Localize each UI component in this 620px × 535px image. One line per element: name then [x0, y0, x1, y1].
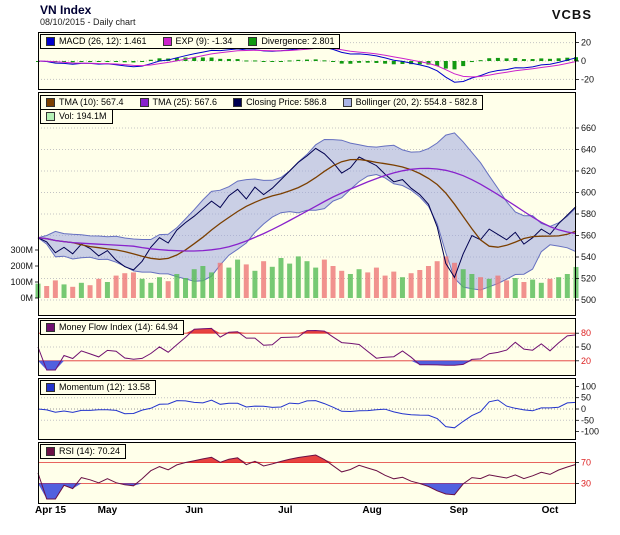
legend-label: Bollinger (20, 2): 554.8 - 582.8 — [355, 97, 478, 107]
vcbs-logo: VCBS — [551, 7, 592, 22]
legend-swatch — [46, 383, 55, 392]
legend-swatch — [248, 37, 258, 46]
legend-label: MACD (26, 12): 1.461 — [59, 36, 147, 46]
legend-item: Vol: 194.1M — [46, 111, 107, 122]
legend-item: Bollinger (20, 2): 554.8 - 582.8 — [342, 97, 478, 108]
y-tick-label: -20 — [581, 74, 594, 84]
rsi-legend: RSI (14): 70.24 — [40, 444, 127, 459]
legend-label: Momentum (12): 13.58 — [59, 382, 151, 392]
macd-legend: MACD (26, 12): 1.461 EXP (9): -1.34 Diverg… — [40, 34, 341, 49]
y-tick-label: 560 — [581, 231, 596, 241]
y-tick-label: 20 — [581, 38, 591, 48]
mfi-legend: Money Flow Index (14): 64.94 — [40, 320, 185, 335]
y-tick-label: 520 — [581, 274, 596, 284]
price-legend-row2: Vol: 194.1M — [40, 109, 113, 124]
legend-label: TMA (10): 567.4 — [59, 97, 124, 107]
legend-swatch — [46, 112, 55, 121]
price-legend-row1: TMA (10): 567.4 TMA (25): 567.6 Closing Pr… — [40, 95, 484, 110]
y-tick-label: 50 — [581, 342, 591, 352]
y-tick-label: 600 — [581, 188, 596, 198]
legend-item: Money Flow Index (14): 64.94 — [46, 322, 178, 333]
y-tick-label: 580 — [581, 209, 596, 219]
price-panel: 660 640 620 600 580 560 540 520 500 300M 200M 100M 0… — [0, 92, 620, 316]
legend-swatch — [233, 98, 243, 107]
y-tick-label: 20 — [581, 356, 591, 366]
x-axis-label: May — [97, 505, 118, 516]
y-tick-label: 100 — [581, 381, 596, 391]
y-tick-label: 660 — [581, 123, 596, 133]
legend-label: Closing Price: 586.8 — [246, 97, 327, 107]
x-axis-label: Apr 15 — [35, 505, 67, 516]
y-tick-label: 70 — [581, 458, 591, 468]
legend-swatch — [46, 323, 55, 332]
y-tick-label: -50 — [581, 415, 594, 425]
x-axis-label: Aug — [362, 505, 382, 516]
y-tick-label: 0 — [581, 404, 586, 414]
y-tick-label: 540 — [581, 252, 596, 262]
x-axis: Apr 15 May Jun Jul Aug Sep Oct — [0, 505, 620, 523]
legend-item: Divergence: 2.801 — [248, 36, 334, 47]
legend-label: TMA (25): 567.6 — [152, 97, 218, 107]
legend-swatch — [342, 98, 352, 107]
macd-panel: 20 0 -20 MACD (26, 12): 1.461 EXP (9): -1.3… — [0, 32, 620, 90]
y-tick-label: 640 — [581, 145, 596, 155]
legend-swatch — [46, 98, 55, 107]
legend-swatch — [162, 37, 172, 46]
legend-item: MACD (26, 12): 1.461 — [46, 36, 147, 47]
vol-tick-label: 200M — [10, 261, 33, 271]
legend-item: RSI (14): 70.24 — [46, 446, 120, 457]
vol-tick-label: 100M — [10, 277, 33, 287]
rsi-panel: 70 30 RSI (14): 70.24 — [0, 442, 620, 504]
y-tick-label: 30 — [581, 478, 591, 488]
legend-label: RSI (14): 70.24 — [59, 446, 121, 456]
legend-item: Momentum (12): 13.58 — [46, 382, 150, 393]
y-tick-label: 620 — [581, 166, 596, 176]
mfi-panel: 80 50 20 Money Flow Index (14): 64.94 — [0, 318, 620, 376]
price-chart: 660 640 620 600 580 560 540 520 500 300M 200M 100M 0… — [10, 92, 596, 316]
legend-label: Divergence: 2.801 — [261, 36, 335, 46]
legend-swatch — [139, 98, 149, 107]
y-tick-label: 0 — [581, 56, 586, 66]
x-axis-label: Sep — [449, 505, 469, 516]
y-tick-label: 500 — [581, 295, 596, 305]
vol-tick-label: 0M — [20, 293, 33, 303]
y-tick-label: -100 — [581, 427, 599, 437]
legend-item: EXP (9): -1.34 — [162, 36, 233, 47]
legend-label: Money Flow Index (14): 64.94 — [59, 322, 179, 332]
x-axis-label: Jul — [278, 505, 293, 516]
legend-label: Vol: 194.1M — [59, 111, 107, 121]
x-axis-label: Oct — [541, 505, 559, 516]
momentum-legend: Momentum (12): 13.58 — [40, 380, 157, 395]
legend-item: TMA (10): 567.4 — [46, 97, 124, 108]
legend-item: Closing Price: 586.8 — [233, 97, 327, 108]
legend-label: EXP (9): -1.34 — [175, 36, 233, 46]
legend-swatch — [46, 37, 55, 46]
x-axis-label: Jun — [185, 505, 204, 516]
chart-subtitle: 08/10/2015 - Daily chart — [40, 17, 136, 27]
rsi-chart: 70 30 — [37, 442, 591, 504]
legend-item: TMA (25): 567.6 — [139, 97, 218, 108]
legend-swatch — [46, 447, 55, 456]
momentum-panel: 100 50 0 -50 -100 Momentum (12): 13.58 — [0, 378, 620, 440]
y-tick-label: 80 — [581, 328, 591, 338]
page-title: VN Index — [40, 3, 92, 17]
y-tick-label: 50 — [581, 393, 591, 403]
vol-tick-label: 300M — [10, 245, 33, 255]
